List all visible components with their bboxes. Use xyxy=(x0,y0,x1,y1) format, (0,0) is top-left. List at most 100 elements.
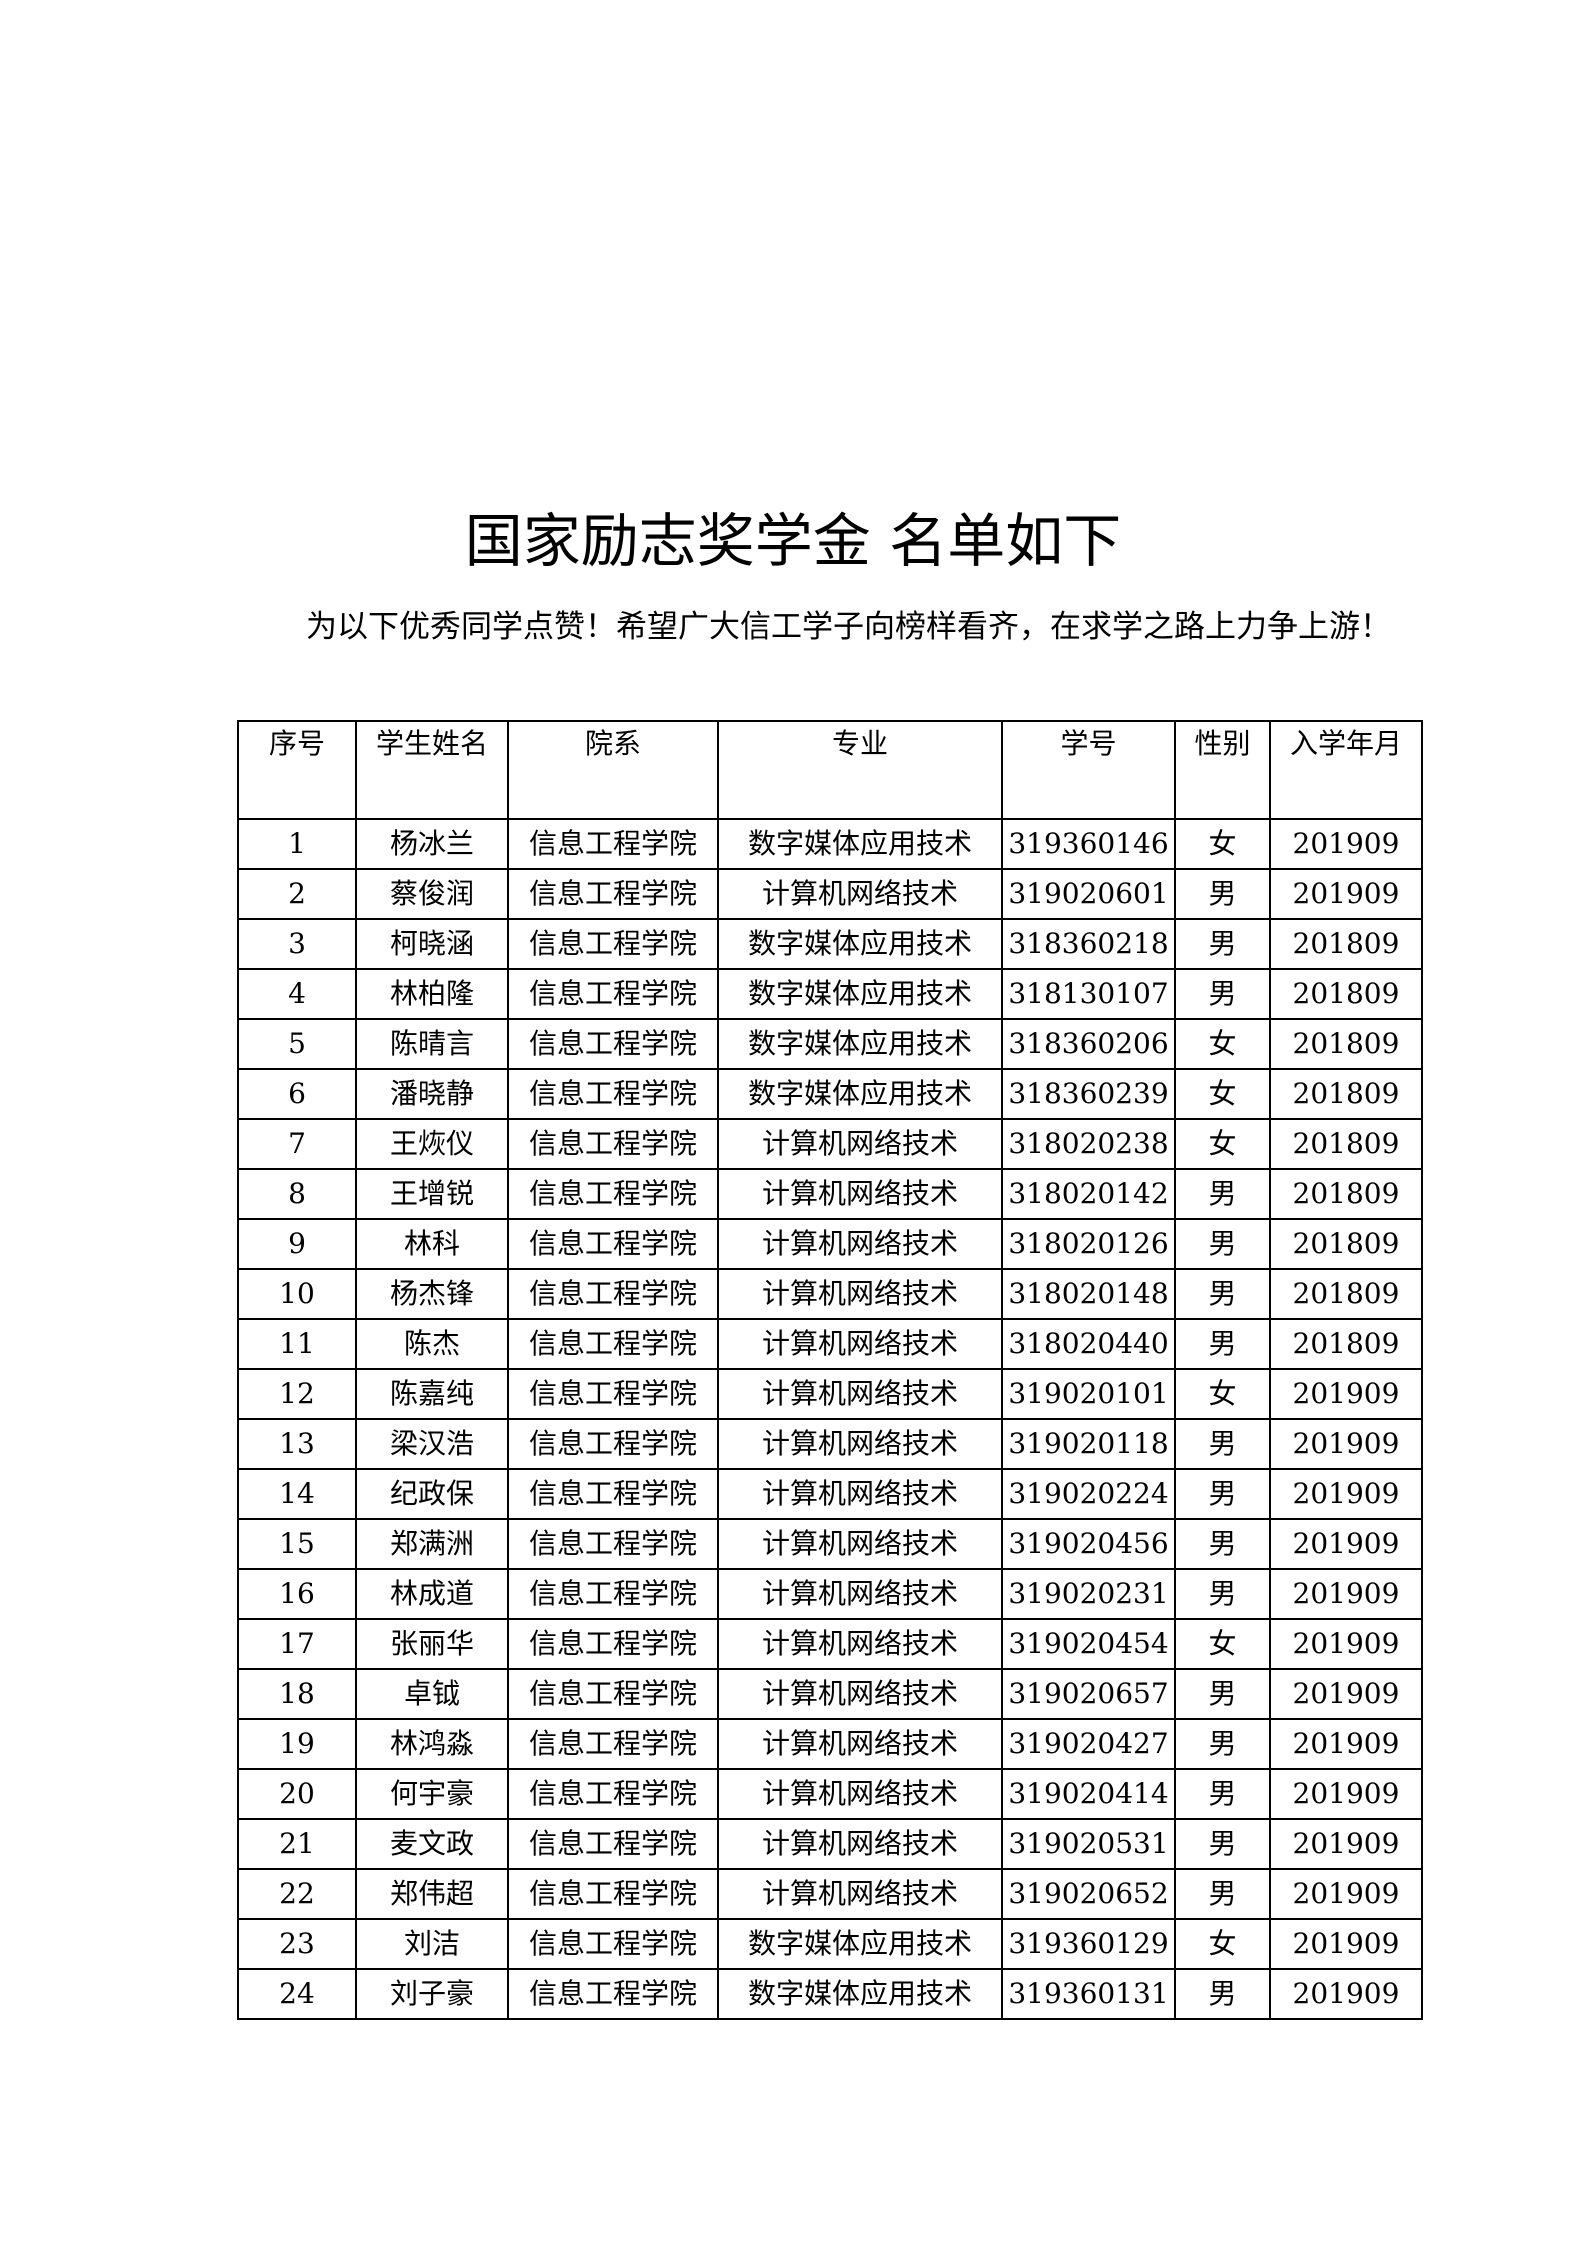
cell-index: 8 xyxy=(237,1168,357,1220)
cell-department: 信息工程学院 xyxy=(507,1168,719,1220)
cell-gender: 男 xyxy=(1174,1968,1271,2020)
cell-gender: 男 xyxy=(1174,1418,1271,1470)
table-row: 4 林柏隆 信息工程学院 数字媒体应用技术 318130107 男 201809 xyxy=(237,968,1423,1020)
cell-department: 信息工程学院 xyxy=(507,1018,719,1070)
table-row: 3 柯晓涵 信息工程学院 数字媒体应用技术 318360218 男 201809 xyxy=(237,918,1423,970)
cell-student-id: 319020231 xyxy=(1001,1568,1176,1620)
cell-department: 信息工程学院 xyxy=(507,1568,719,1620)
cell-enrollment-date: 201809 xyxy=(1269,1168,1423,1220)
cell-department: 信息工程学院 xyxy=(507,1318,719,1370)
cell-name: 林科 xyxy=(355,1218,509,1270)
table-row: 14 纪政保 信息工程学院 计算机网络技术 319020224 男 201909 xyxy=(237,1468,1423,1520)
cell-enrollment-date: 201909 xyxy=(1269,1668,1423,1720)
cell-student-id: 318020126 xyxy=(1001,1218,1176,1270)
table-row: 20 何宇豪 信息工程学院 计算机网络技术 319020414 男 201909 xyxy=(237,1768,1423,1820)
cell-enrollment-date: 201809 xyxy=(1269,1318,1423,1370)
cell-name: 何宇豪 xyxy=(355,1768,509,1820)
cell-student-id: 318360239 xyxy=(1001,1068,1176,1120)
table-row: 7 王烣仪 信息工程学院 计算机网络技术 318020238 女 201809 xyxy=(237,1118,1423,1170)
cell-gender: 女 xyxy=(1174,1118,1271,1170)
cell-index: 1 xyxy=(237,818,357,870)
cell-department: 信息工程学院 xyxy=(507,918,719,970)
cell-index: 13 xyxy=(237,1418,357,1470)
cell-gender: 男 xyxy=(1174,1518,1271,1570)
cell-major: 计算机网络技术 xyxy=(717,1668,1003,1720)
table-row: 6 潘晓静 信息工程学院 数字媒体应用技术 318360239 女 201809 xyxy=(237,1068,1423,1120)
cell-department: 信息工程学院 xyxy=(507,1518,719,1570)
cell-student-id: 319360131 xyxy=(1001,1968,1176,2020)
cell-name: 王烣仪 xyxy=(355,1118,509,1170)
cell-gender: 男 xyxy=(1174,868,1271,920)
cell-index: 7 xyxy=(237,1118,357,1170)
cell-student-id: 319020454 xyxy=(1001,1618,1176,1670)
cell-name: 柯晓涵 xyxy=(355,918,509,970)
cell-department: 信息工程学院 xyxy=(507,1918,719,1970)
cell-department: 信息工程学院 xyxy=(507,1418,719,1470)
table-row: 16 林成道 信息工程学院 计算机网络技术 319020231 男 201909 xyxy=(237,1568,1423,1620)
cell-major: 数字媒体应用技术 xyxy=(717,1968,1003,2020)
cell-index: 3 xyxy=(237,918,357,970)
cell-index: 5 xyxy=(237,1018,357,1070)
cell-gender: 男 xyxy=(1174,968,1271,1020)
cell-enrollment-date: 201909 xyxy=(1269,1368,1423,1420)
cell-index: 19 xyxy=(237,1718,357,1770)
cell-student-id: 319020224 xyxy=(1001,1468,1176,1520)
cell-index: 4 xyxy=(237,968,357,1020)
cell-department: 信息工程学院 xyxy=(507,1968,719,2020)
cell-major: 数字媒体应用技术 xyxy=(717,918,1003,970)
cell-major: 计算机网络技术 xyxy=(717,1818,1003,1870)
cell-major: 计算机网络技术 xyxy=(717,1518,1003,1570)
table-row: 23 刘洁 信息工程学院 数字媒体应用技术 319360129 女 201909 xyxy=(237,1918,1423,1970)
cell-gender: 女 xyxy=(1174,1918,1271,1970)
cell-student-id: 319020118 xyxy=(1001,1418,1176,1470)
cell-enrollment-date: 201909 xyxy=(1269,1568,1423,1620)
cell-name: 刘子豪 xyxy=(355,1968,509,2020)
cell-gender: 男 xyxy=(1174,1768,1271,1820)
cell-department: 信息工程学院 xyxy=(507,1818,719,1870)
cell-name: 纪政保 xyxy=(355,1468,509,1520)
cell-gender: 男 xyxy=(1174,1868,1271,1920)
cell-enrollment-date: 201909 xyxy=(1269,1618,1423,1670)
cell-name: 郑伟超 xyxy=(355,1868,509,1920)
cell-name: 杨冰兰 xyxy=(355,818,509,870)
cell-index: 9 xyxy=(237,1218,357,1270)
cell-enrollment-date: 201909 xyxy=(1269,1918,1423,1970)
cell-major: 数字媒体应用技术 xyxy=(717,968,1003,1020)
header-student-id: 学号 xyxy=(1001,720,1176,820)
cell-department: 信息工程学院 xyxy=(507,1268,719,1320)
cell-department: 信息工程学院 xyxy=(507,1768,719,1820)
cell-major: 计算机网络技术 xyxy=(717,1768,1003,1820)
cell-index: 15 xyxy=(237,1518,357,1570)
cell-index: 2 xyxy=(237,868,357,920)
cell-student-id: 319360129 xyxy=(1001,1918,1176,1970)
table-row: 10 杨杰锋 信息工程学院 计算机网络技术 318020148 男 201809 xyxy=(237,1268,1423,1320)
cell-major: 计算机网络技术 xyxy=(717,868,1003,920)
cell-name: 郑满洲 xyxy=(355,1518,509,1570)
cell-enrollment-date: 201909 xyxy=(1269,1518,1423,1570)
cell-major: 数字媒体应用技术 xyxy=(717,1018,1003,1070)
cell-name: 麦文政 xyxy=(355,1818,509,1870)
cell-index: 14 xyxy=(237,1468,357,1520)
cell-student-id: 319360146 xyxy=(1001,818,1176,870)
cell-index: 18 xyxy=(237,1668,357,1720)
cell-enrollment-date: 201809 xyxy=(1269,1118,1423,1170)
cell-department: 信息工程学院 xyxy=(507,968,719,1020)
cell-major: 计算机网络技术 xyxy=(717,1168,1003,1220)
cell-department: 信息工程学院 xyxy=(507,1118,719,1170)
cell-enrollment-date: 201909 xyxy=(1269,1868,1423,1920)
table-row: 15 郑满洲 信息工程学院 计算机网络技术 319020456 男 201909 xyxy=(237,1518,1423,1570)
cell-major: 计算机网络技术 xyxy=(717,1368,1003,1420)
cell-enrollment-date: 201809 xyxy=(1269,1268,1423,1320)
cell-index: 22 xyxy=(237,1868,357,1920)
cell-major: 计算机网络技术 xyxy=(717,1268,1003,1320)
header-major: 专业 xyxy=(717,720,1003,820)
cell-index: 23 xyxy=(237,1918,357,1970)
cell-index: 11 xyxy=(237,1318,357,1370)
cell-student-id: 319020601 xyxy=(1001,868,1176,920)
cell-student-id: 319020427 xyxy=(1001,1718,1176,1770)
cell-major: 数字媒体应用技术 xyxy=(717,818,1003,870)
table-row: 18 卓钺 信息工程学院 计算机网络技术 319020657 男 201909 xyxy=(237,1668,1423,1720)
cell-student-id: 319020414 xyxy=(1001,1768,1176,1820)
cell-enrollment-date: 201809 xyxy=(1269,968,1423,1020)
cell-student-id: 319020456 xyxy=(1001,1518,1176,1570)
